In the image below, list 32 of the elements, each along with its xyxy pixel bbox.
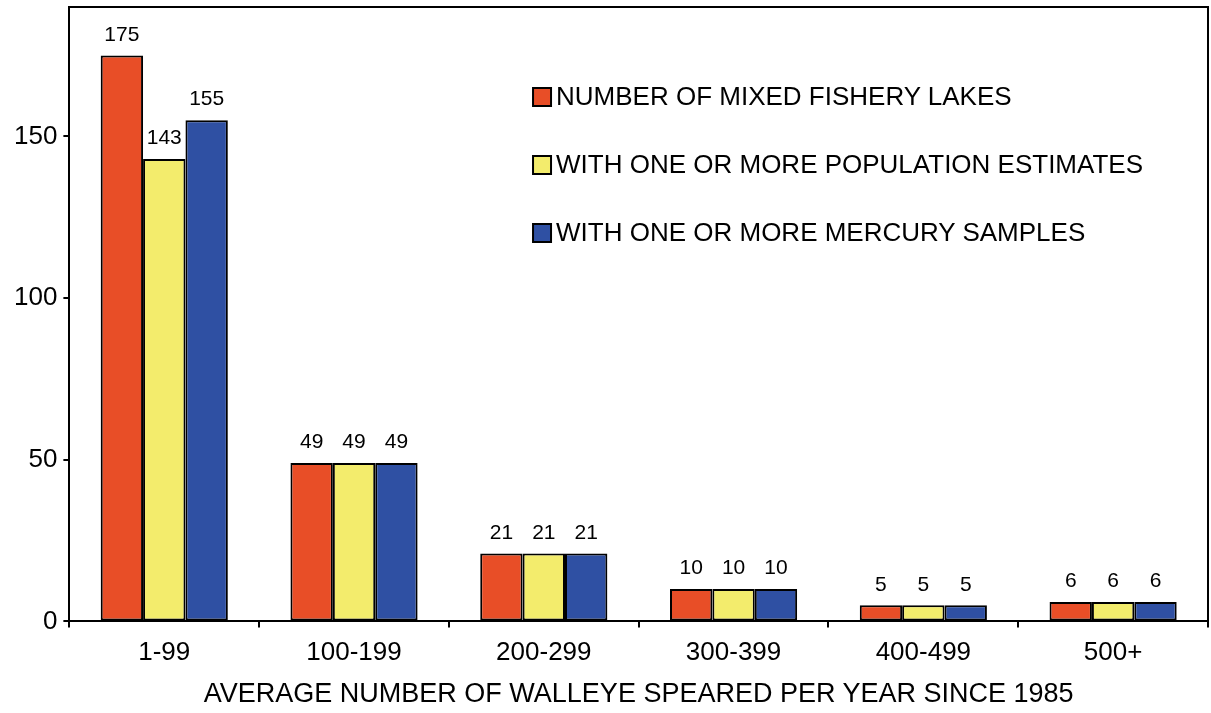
x-tick-label: 100-199 bbox=[306, 636, 402, 667]
x-axis-title: AVERAGE NUMBER OF WALLEYE SPEARED PER YEAR SINCE 1985 bbox=[203, 678, 1074, 709]
data-label: 155 bbox=[189, 86, 225, 110]
legend-label: NUMBER OF MIXED FISHERY LAKES bbox=[556, 81, 1012, 112]
data-label: 49 bbox=[384, 429, 409, 453]
y-tick-label: 100 bbox=[13, 281, 58, 312]
data-label: 49 bbox=[342, 429, 366, 453]
y-tick-label: 0 bbox=[42, 604, 58, 635]
data-label: 10 bbox=[721, 555, 746, 579]
y-tick-label: 50 bbox=[28, 442, 58, 473]
legend-label: WITH ONE OR MORE MERCURY SAMPLES bbox=[556, 217, 1086, 248]
data-label: 6 bbox=[1107, 568, 1119, 592]
y-tick-label: 150 bbox=[13, 119, 58, 150]
x-tick-label: 1-99 bbox=[138, 636, 191, 667]
x-tick-label: 500+ bbox=[1083, 636, 1143, 667]
data-label: 6 bbox=[1149, 568, 1162, 592]
data-label: 21 bbox=[532, 519, 556, 543]
data-label: 10 bbox=[679, 555, 703, 579]
data-label: 49 bbox=[299, 429, 324, 453]
data-label: 21 bbox=[489, 519, 514, 543]
data-label: 5 bbox=[875, 571, 887, 595]
data-label: 175 bbox=[104, 21, 140, 45]
x-tick-label: 200-299 bbox=[496, 636, 592, 667]
data-label: 6 bbox=[1064, 568, 1077, 592]
x-tick-label: 300-399 bbox=[685, 636, 782, 667]
data-label: 143 bbox=[146, 125, 182, 149]
legend-label: WITH ONE OR MORE POPULATION ESTIMATES bbox=[556, 149, 1143, 180]
data-label: 10 bbox=[764, 555, 788, 579]
data-label: 21 bbox=[574, 519, 598, 543]
x-tick-label: 400-499 bbox=[875, 636, 972, 667]
data-label: 5 bbox=[959, 571, 972, 595]
data-label: 5 bbox=[917, 571, 930, 595]
